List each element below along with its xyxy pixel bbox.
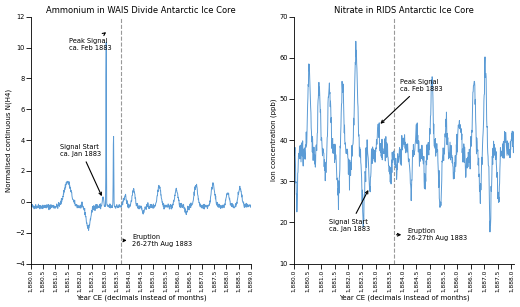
Text: Eruption
26-27th Aug 1883: Eruption 26-27th Aug 1883	[123, 234, 192, 247]
Text: Eruption
26-27th Aug 1883: Eruption 26-27th Aug 1883	[397, 228, 467, 241]
Title: Nitrate in RIDS Antarctic Ice Core: Nitrate in RIDS Antarctic Ice Core	[334, 6, 474, 14]
X-axis label: Year CE (decimals instead of months): Year CE (decimals instead of months)	[75, 295, 206, 301]
Text: Peak Signal
ca. Feb 1883: Peak Signal ca. Feb 1883	[381, 79, 443, 123]
Y-axis label: Normalised continuous N(H4): Normalised continuous N(H4)	[6, 88, 12, 192]
X-axis label: Year CE (decimals instead of months): Year CE (decimals instead of months)	[339, 295, 470, 301]
Text: Signal Start
ca. Jan 1883: Signal Start ca. Jan 1883	[60, 144, 101, 195]
Y-axis label: Ion concentration (ppb): Ion concentration (ppb)	[270, 99, 277, 181]
Text: Signal Start
ca. Jan 1883: Signal Start ca. Jan 1883	[330, 191, 371, 232]
Title: Ammonium in WAIS Divide Antarctic Ice Core: Ammonium in WAIS Divide Antarctic Ice Co…	[46, 6, 236, 14]
Text: Peak Signal
ca. Feb 1883: Peak Signal ca. Feb 1883	[69, 33, 111, 51]
